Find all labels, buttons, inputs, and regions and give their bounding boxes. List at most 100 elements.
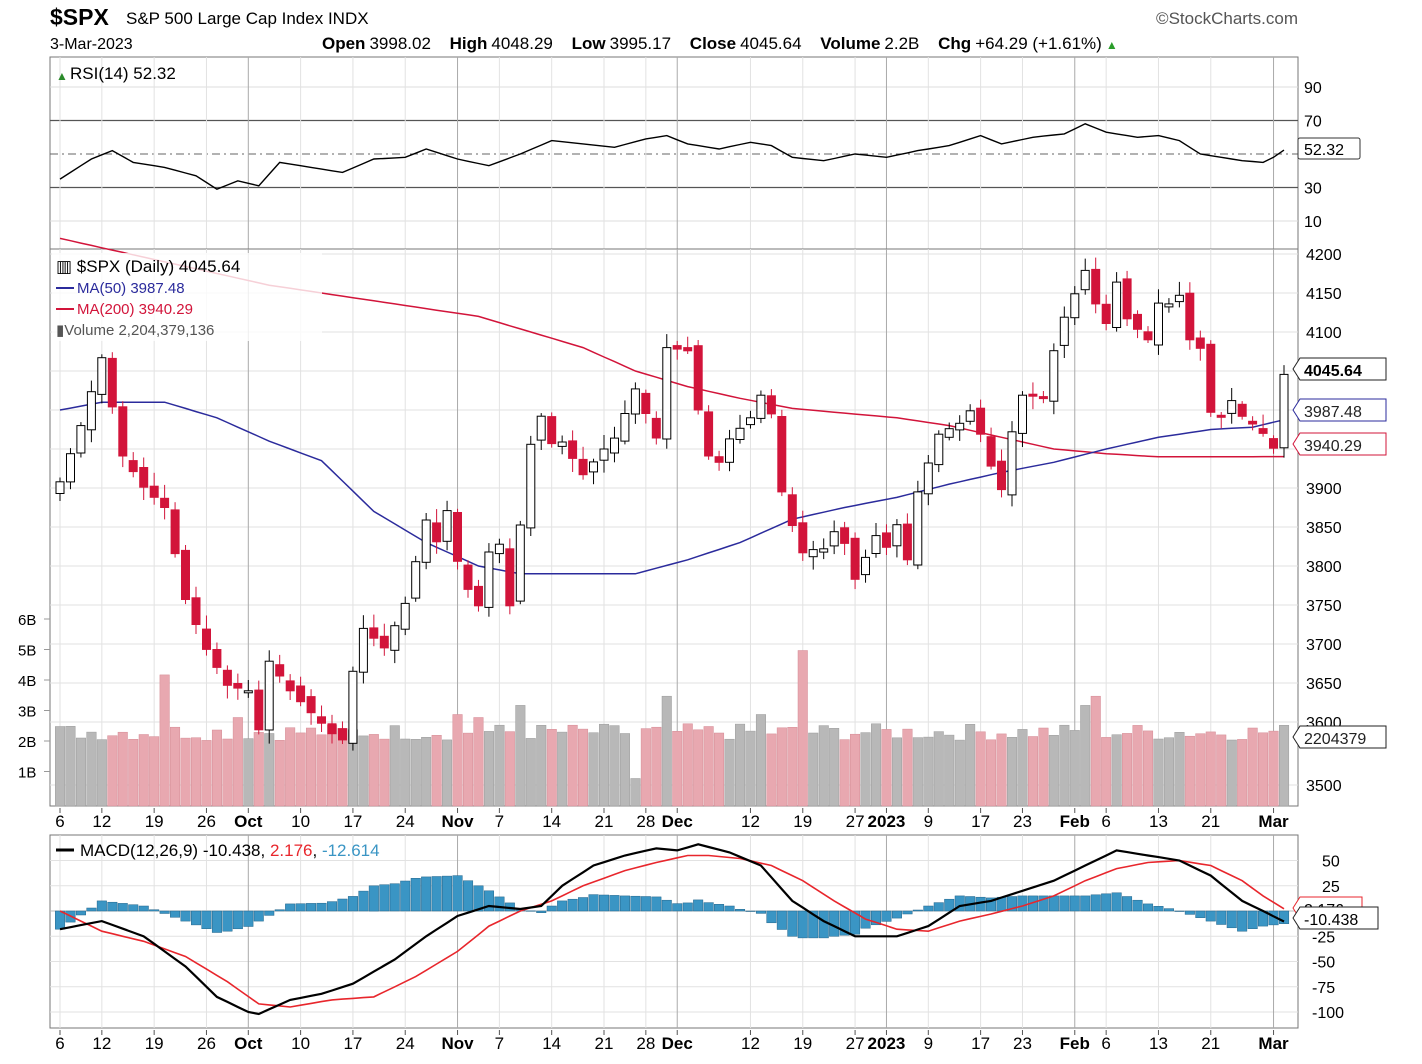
candlestick [746,410,755,429]
macd-histogram-bar [442,875,453,912]
ma50-tag-value: 3987.48 [1304,404,1362,421]
macd-grid [50,860,1298,1013]
candlestick [850,532,860,590]
volume-bar [232,717,243,807]
date-tick-label: 27 [846,1034,865,1053]
candle-body [453,512,462,562]
macd-histogram-bar [473,885,484,912]
candle-body [139,467,149,488]
macd-histogram-bar [1080,895,1091,912]
volume-label: Volume [820,34,881,53]
candlestick [76,422,86,458]
candlestick [275,654,285,683]
ma50-legend-text: MA(50) 3987.48 [77,280,185,297]
candle-body [421,519,431,563]
volume-bar [452,714,463,807]
macd-histogram-bar [933,902,944,912]
volume-bar [243,738,254,807]
volume-bar [494,724,505,807]
candlestick [107,352,117,414]
rsi-last-tag: 52.32 [1297,137,1361,160]
volume-tick-label: 6B [18,612,36,629]
volume-bar [891,737,902,807]
ma200-tag-value: 3940.29 [1304,438,1362,455]
candle-body [243,690,253,694]
candlestick [704,405,714,460]
candlestick [798,510,808,561]
date-tick-label: Mar [1258,812,1289,831]
macd-histogram-bar [1143,903,1154,912]
candle-body [390,625,400,651]
candle-legend-icon: ▥ [56,257,72,276]
candle-body [338,728,347,741]
candlestick [474,579,483,612]
volume-bar [1174,732,1185,807]
chg-label: Chg [938,34,972,53]
candle-body [610,437,619,454]
rsi-panel[interactable]: 90 70 30 10 52.32 ▲ RSI(14) 52.32 [49,56,1361,250]
candlestick [547,412,557,448]
date-tick-label: 2023 [868,1034,906,1053]
date-tick-label: Mar [1258,1034,1289,1053]
candlestick [421,513,431,570]
volume-bar [1059,724,1070,807]
date-tick-label: Oct [234,812,263,831]
macd-legend: MACD(12,26,9) -10.438, 2.176, -12.614 [56,841,380,860]
candlesticks [55,257,1289,751]
volume-bar [138,734,149,807]
brand-logo[interactable]: ©StockCharts.com [1156,9,1298,28]
volume-bar [253,732,264,807]
macd-histogram-bar [986,897,997,912]
candlestick [264,650,274,744]
volume-bar [724,738,735,807]
macd-histogram-bar [609,895,620,912]
candlestick [557,435,567,455]
volume-bar [912,737,923,807]
macd-histogram-bar [232,910,243,930]
price-panel[interactable]: 4200415041004050400039503900385038003750… [18,237,1387,807]
macd-histogram-bar [588,894,599,912]
candle-body [317,716,326,724]
macd-histogram-bar [1059,895,1070,912]
candle-body [1206,343,1216,413]
macd-histogram-bar [808,910,819,939]
volume-bar [1226,739,1237,807]
date-tick-label: Nov [441,812,474,831]
macd-histogram-bar [431,876,442,912]
candlestick [484,543,494,617]
volume-bar [515,705,526,807]
candlestick [1216,412,1226,429]
date-tick-label: 27 [846,812,865,831]
candle-body [296,685,306,703]
macd-histogram-bar [117,903,128,912]
volume-bar [473,717,484,807]
candle-body [1133,313,1142,330]
volume-bar [1111,734,1122,807]
candle-body [97,357,107,395]
macd-histogram-bar [619,895,630,912]
candle-body [1216,414,1226,418]
candlestick [630,382,640,424]
macd-histogram-bar [1237,910,1248,932]
candle-body [118,406,128,457]
macd-histogram-bar [703,902,714,912]
macd-histogram-bar [1174,910,1185,912]
candle-body [662,347,672,440]
candle-body [358,627,368,673]
volume-bar [933,731,944,807]
macd-histogram-bar [944,898,955,912]
macd-histogram-bar [797,910,808,939]
macd-histogram-bar [557,900,568,912]
macd-histogram-bar [421,876,432,912]
date-tick-label: 17 [971,812,990,831]
macd-histogram-bar [1195,910,1206,918]
candlestick [526,435,536,536]
candle-body [923,462,933,495]
macd-histogram-bar [86,907,97,912]
candle-body [1154,302,1163,346]
candlestick [348,666,358,751]
candle-body [463,564,473,590]
candle-body [306,696,316,714]
